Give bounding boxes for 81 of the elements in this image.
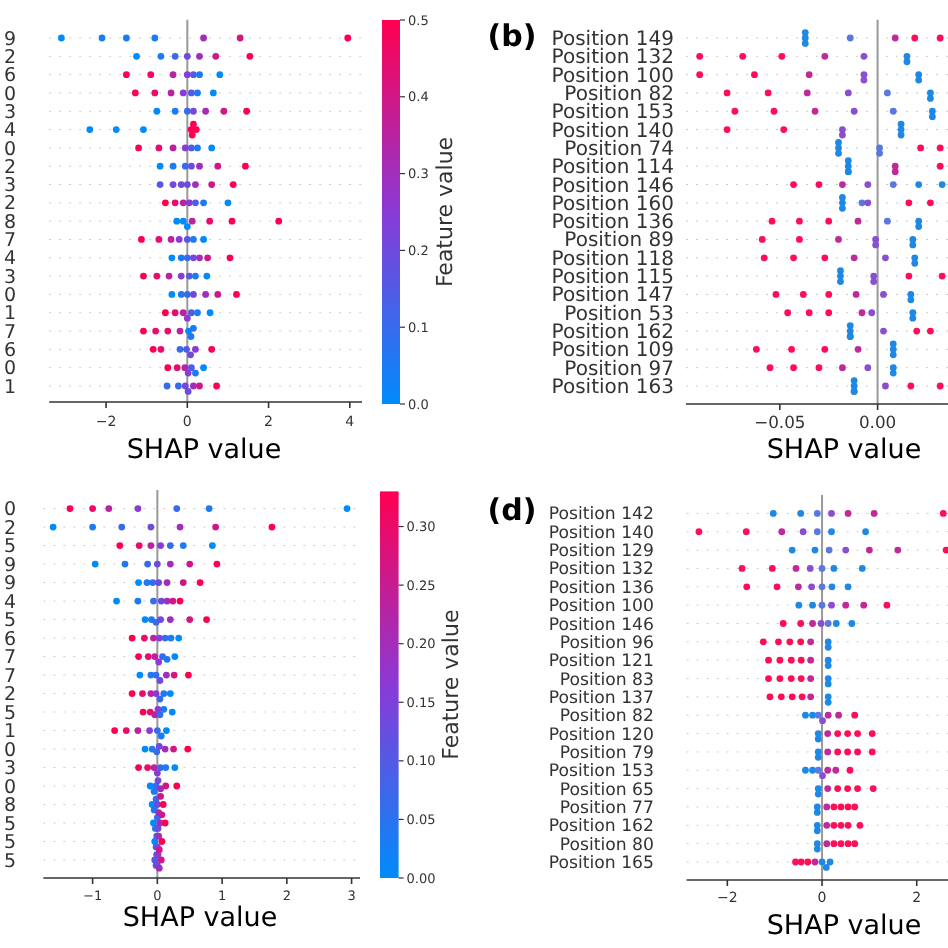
y-tick-label: 5 — [3, 832, 16, 855]
y-tick-label: 5 — [3, 702, 16, 725]
y-tick-label: 4 — [3, 248, 16, 271]
chart-title: (d) — [487, 492, 537, 528]
y-tick-label: 2 — [3, 193, 16, 216]
x-tick-label: −0.05 — [754, 412, 806, 432]
y-tick-label: 6 — [3, 65, 16, 88]
y-tick-label: 6 — [3, 628, 16, 651]
y-tick-label: 0 — [3, 499, 16, 522]
y-tick-label: Position 160 — [551, 193, 674, 216]
y-tick-label: Position 146 — [548, 615, 654, 636]
y-tick-label: 1 — [3, 303, 16, 326]
y-tick-label: Position 165 — [548, 854, 654, 875]
y-tick-label: 6 — [3, 340, 16, 363]
x-tick-label: 0.00 — [858, 412, 897, 432]
y-tick-label: 0 — [3, 739, 16, 762]
color-bar-title: Feature value — [438, 609, 464, 760]
y-tick-label: Position 82 — [559, 707, 654, 728]
y-tick-label: Position 163 — [551, 377, 674, 399]
y-tick-label: 5 — [3, 850, 16, 873]
y-tick-label: Position 137 — [548, 688, 654, 709]
y-tick-label: 5 — [3, 536, 16, 559]
y-tick-label: Position 53 — [564, 303, 674, 326]
y-tick-label: Position 120 — [548, 725, 654, 746]
y-tick-label: 1 — [3, 376, 16, 399]
y-tick-label: 5 — [3, 813, 16, 836]
y-tick-label: 4 — [3, 591, 16, 614]
y-tick-label: Position 153 — [548, 762, 654, 783]
y-tick-label: Position 118 — [551, 248, 674, 271]
x-axis-title: SHAP value — [766, 910, 922, 942]
y-tick-label: Position 83 — [559, 670, 654, 691]
y-tick-label: Position 140 — [548, 523, 654, 544]
y-tick-label: 7 — [3, 647, 16, 670]
y-tick-label: 3 — [3, 758, 16, 781]
y-tick-label: 1 — [3, 721, 16, 744]
y-tick-label: 0 — [3, 138, 16, 161]
y-tick-label: Position 80 — [559, 835, 654, 856]
y-tick-label: Position 65 — [559, 780, 654, 801]
y-tick-label: 0 — [3, 776, 16, 799]
y-tick-label: Position 121 — [548, 652, 654, 673]
y-tick-label: 7 — [3, 230, 16, 253]
y-tick-label: Position 97 — [564, 358, 674, 381]
y-tick-label: 9 — [3, 554, 16, 577]
x-axis-title: SHAP value — [766, 434, 922, 466]
x-axis-title: SHAP value — [122, 902, 278, 934]
y-tick-label: Position 149 — [551, 29, 674, 51]
chart-title: (b) — [487, 18, 537, 54]
y-tick-label: Position 140 — [551, 120, 674, 143]
y-tick-label: Position 146 — [551, 175, 674, 198]
y-tick-label: Position 100 — [551, 65, 674, 88]
y-tick-label: Position 142 — [548, 505, 654, 526]
y-tick-label: 3 — [3, 175, 16, 198]
y-tick-label: Position 132 — [548, 560, 654, 581]
y-tick-label: 9 — [3, 28, 16, 51]
y-tick-label: 4 — [3, 120, 16, 143]
y-tick-label: 2 — [3, 684, 16, 707]
y-tick-label: Position 79 — [559, 743, 654, 764]
y-tick-label: Position 129 — [548, 542, 654, 563]
y-tick-label: 3 — [3, 101, 16, 124]
x-axis-title: SHAP value — [126, 434, 282, 466]
y-tick-label: 7 — [3, 665, 16, 688]
y-tick-label: 0 — [3, 358, 16, 381]
color-bar-title: Feature value — [432, 136, 458, 288]
y-tick-label: 0 — [3, 285, 16, 308]
y-tick-label: 2 — [3, 46, 16, 69]
y-tick-label: 7 — [3, 321, 16, 344]
y-tick-label: Position 77 — [559, 798, 654, 819]
y-tick-label: Position 82 — [564, 83, 674, 106]
y-tick-label: 0 — [3, 83, 16, 106]
y-tick-label: Position 100 — [548, 597, 654, 618]
y-tick-label: Position 96 — [559, 633, 654, 654]
y-tick-label: 8 — [3, 795, 16, 818]
y-tick-label: 8 — [3, 211, 16, 234]
y-tick-label: 5 — [3, 610, 16, 633]
y-tick-label: 2 — [3, 156, 16, 179]
y-tick-label: Position 162 — [548, 817, 654, 838]
y-tick-label: 3 — [3, 266, 16, 289]
y-tick-label: 2 — [3, 517, 16, 540]
y-tick-label: 9 — [3, 573, 16, 596]
y-tick-label: Position 74 — [564, 138, 674, 161]
y-tick-label: Position 136 — [548, 578, 654, 599]
